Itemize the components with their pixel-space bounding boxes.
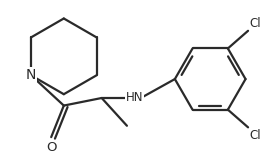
Text: Cl: Cl: [249, 17, 261, 30]
Text: Cl: Cl: [249, 129, 261, 142]
Text: HN: HN: [126, 91, 143, 104]
Text: O: O: [46, 141, 56, 154]
Text: N: N: [26, 68, 36, 82]
